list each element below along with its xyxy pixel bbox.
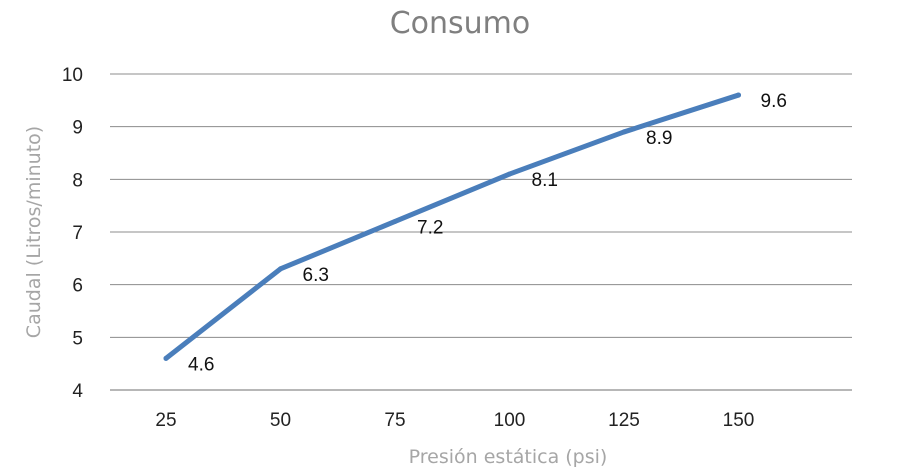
data-label: 8.1 [532, 170, 558, 191]
x-tick-label: 50 [270, 410, 291, 431]
data-label: 8.9 [646, 128, 672, 149]
y-tick-label: 5 [72, 328, 83, 349]
data-point [736, 92, 741, 98]
x-tick-label: 150 [723, 410, 755, 431]
y-tick-labels: 4 5 6 7 8 9 10 [62, 65, 84, 402]
data-point [392, 218, 398, 224]
data-label: 4.6 [188, 354, 214, 375]
data-point [163, 355, 169, 361]
y-axis-title: Caudal (Litros/minuto) [23, 126, 45, 338]
x-tick-label: 125 [608, 410, 640, 431]
gridlines [110, 73, 852, 391]
y-tick-label: 10 [62, 65, 83, 86]
chart-title: Consumo [390, 6, 531, 41]
y-tick-label: 7 [72, 223, 83, 244]
data-label: 9.6 [761, 91, 787, 112]
x-tick-label: 100 [494, 410, 526, 431]
series-layer [163, 92, 741, 361]
y-tick-label: 9 [72, 118, 83, 139]
y-tick-label: 8 [72, 170, 83, 191]
y-tick-label: 4 [72, 381, 83, 402]
x-tick-label: 75 [384, 410, 405, 431]
x-tick-label: 25 [155, 410, 176, 431]
data-point [621, 129, 627, 135]
data-labels: 4.6 6.3 7.2 8.1 8.9 9.6 [188, 91, 787, 375]
y-tick-label: 6 [72, 276, 83, 297]
data-label: 7.2 [417, 217, 443, 238]
data-label: 6.3 [303, 265, 329, 286]
data-point [278, 266, 283, 272]
x-axis-title: Presión estática (psi) [409, 446, 608, 468]
data-point [507, 171, 512, 177]
x-tick-labels: 25 50 75 100 125 150 [155, 410, 754, 431]
series-line [163, 92, 741, 361]
